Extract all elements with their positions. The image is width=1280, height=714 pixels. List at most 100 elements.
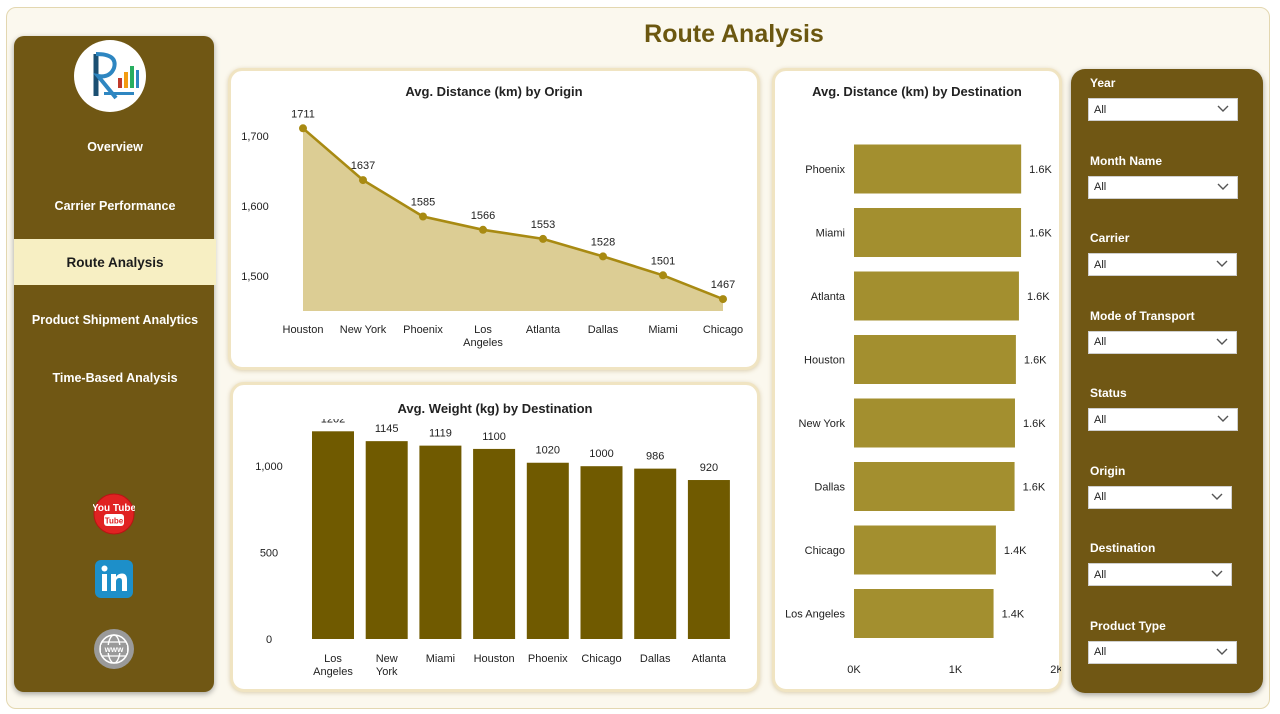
bar[interactable] bbox=[634, 468, 677, 639]
bar[interactable] bbox=[580, 466, 623, 639]
y-tick-label: Phoenix bbox=[805, 164, 845, 176]
filter-dropdown-year[interactable]: All bbox=[1088, 98, 1238, 121]
svg-text:Tube: Tube bbox=[105, 517, 124, 526]
data-label: 1585 bbox=[411, 197, 435, 209]
nav-item-product-shipment-analytics[interactable]: Product Shipment Analytics bbox=[31, 313, 199, 327]
bar[interactable] bbox=[312, 431, 354, 639]
data-point[interactable] bbox=[719, 295, 727, 304]
globe-icon[interactable]: www bbox=[93, 628, 135, 670]
data-point[interactable] bbox=[419, 212, 427, 221]
x-tick-label: Houston bbox=[474, 653, 515, 665]
youtube-icon[interactable]: You Tube Tube bbox=[92, 493, 136, 535]
series-line bbox=[302, 127, 724, 301]
filter-label-product-type: Product Type bbox=[1090, 618, 1166, 633]
data-point[interactable] bbox=[539, 234, 547, 243]
company-logo bbox=[74, 40, 146, 112]
chevron-down-icon bbox=[1215, 258, 1229, 270]
bar[interactable] bbox=[365, 441, 408, 639]
data-label: 1020 bbox=[536, 445, 560, 457]
filter-dropdown-mode-of-transport[interactable]: All bbox=[1088, 330, 1237, 354]
area-fill bbox=[303, 128, 723, 311]
bar[interactable] bbox=[526, 462, 569, 639]
page-title: Route Analysis bbox=[644, 20, 824, 48]
linkedin-icon[interactable] bbox=[93, 558, 135, 600]
bar[interactable] bbox=[473, 448, 516, 639]
data-label: 1501 bbox=[651, 255, 675, 267]
data-point[interactable] bbox=[359, 176, 367, 185]
filter-dropdown-status[interactable]: All bbox=[1088, 408, 1238, 431]
filter-label-origin: Origin bbox=[1090, 463, 1126, 478]
filter-value: All bbox=[1094, 646, 1107, 658]
bar[interactable] bbox=[854, 398, 1015, 448]
x-tick-label: Miami bbox=[648, 324, 677, 336]
y-tick-label: 1,000 bbox=[255, 461, 283, 473]
data-label: 1.4K bbox=[1002, 609, 1025, 621]
x-tick-label: Angeles bbox=[313, 666, 353, 678]
data-point[interactable] bbox=[659, 271, 667, 280]
data-label: 1.6K bbox=[1027, 291, 1050, 303]
bar[interactable] bbox=[687, 480, 730, 639]
chevron-down-icon bbox=[1216, 413, 1230, 425]
chevron-down-icon bbox=[1210, 491, 1224, 503]
chevron-down-icon bbox=[1215, 336, 1229, 348]
avg-weight-by-destination-card: Avg. Weight (kg) by Destination 0 500 1,00… bbox=[230, 382, 760, 692]
data-point[interactable] bbox=[299, 124, 307, 133]
bar[interactable] bbox=[419, 445, 462, 639]
filter-dropdown-carrier[interactable]: All bbox=[1088, 253, 1237, 276]
chevron-down-icon bbox=[1210, 568, 1224, 580]
avg-distance-by-origin-card: Avg. Distance (km) by Origin 1,500 1,600 1… bbox=[228, 68, 760, 370]
filter-value: All bbox=[1094, 103, 1107, 116]
filter-dropdown-destination[interactable]: All bbox=[1088, 563, 1232, 586]
nav-item-carrier-performance[interactable]: Carrier Performance bbox=[54, 199, 176, 213]
x-tick-label: Dallas bbox=[640, 653, 671, 665]
y-tick-label: Miami bbox=[816, 228, 845, 240]
nav-item-time-based-analysis[interactable]: Time-Based Analysis bbox=[52, 371, 178, 385]
data-label: 1.6K bbox=[1029, 228, 1052, 240]
filter-label-month-name: Month Name bbox=[1090, 153, 1162, 168]
avg-distance-by-destination-chart: Phoenix 1.6K Miami 1.6K Atlanta 1.6K Houston 1.… bbox=[785, 144, 1061, 676]
nav-item-overview[interactable]: Overview bbox=[87, 140, 143, 154]
bar[interactable] bbox=[854, 144, 1022, 194]
data-label: 1553 bbox=[531, 219, 555, 231]
filter-value: All bbox=[1094, 258, 1107, 271]
bar[interactable] bbox=[854, 208, 1022, 257]
data-label: 1566 bbox=[471, 210, 495, 222]
data-label: 1637 bbox=[351, 160, 375, 172]
data-label: 1528 bbox=[591, 236, 615, 248]
chevron-down-icon bbox=[1215, 646, 1229, 658]
data-label: 1.6K bbox=[1023, 418, 1046, 430]
bar[interactable] bbox=[854, 525, 996, 575]
bar[interactable] bbox=[854, 271, 1019, 321]
y-tick-label: 0 bbox=[266, 634, 272, 646]
bar[interactable] bbox=[854, 335, 1016, 384]
filter-label-destination: Destination bbox=[1090, 541, 1156, 555]
avg-distance-by-destination-card: Avg. Distance (km) by Destination Phoeni… bbox=[772, 68, 1062, 692]
data-label: 1.6K bbox=[1024, 355, 1047, 367]
nav-item-route-analysis[interactable]: Route Analysis bbox=[14, 239, 216, 285]
filter-dropdown-month-name[interactable]: All bbox=[1088, 175, 1238, 199]
filter-label-mode-of-transport: Mode of Transport bbox=[1090, 308, 1195, 323]
filter-dropdown-product-type[interactable]: All bbox=[1088, 640, 1237, 664]
y-tick-label: New York bbox=[799, 418, 846, 430]
x-tick-label: Dallas bbox=[588, 324, 619, 336]
data-point[interactable] bbox=[599, 252, 607, 261]
filter-label-status: Status bbox=[1090, 386, 1127, 400]
svg-text:www: www bbox=[104, 645, 124, 654]
x-tick-label: Atlanta bbox=[526, 324, 561, 336]
data-label: 1.4K bbox=[1004, 545, 1027, 557]
filter-dropdown-origin[interactable]: All bbox=[1088, 485, 1232, 509]
bar[interactable] bbox=[854, 462, 1015, 511]
data-label: 986 bbox=[646, 451, 664, 463]
bar[interactable] bbox=[854, 589, 994, 638]
x-tick-label: Los bbox=[474, 324, 492, 336]
data-label: 1711 bbox=[291, 108, 315, 120]
youtube-label: You Tube bbox=[93, 503, 135, 514]
filter-value: All bbox=[1094, 413, 1107, 426]
chart-title: Avg. Weight (kg) by Destination bbox=[397, 401, 593, 416]
y-tick-label: 1,700 bbox=[241, 131, 269, 143]
x-tick-label: New York bbox=[340, 324, 387, 336]
data-label: 1202 bbox=[321, 419, 345, 425]
data-point[interactable] bbox=[479, 225, 487, 234]
filter-value: All bbox=[1094, 336, 1107, 348]
